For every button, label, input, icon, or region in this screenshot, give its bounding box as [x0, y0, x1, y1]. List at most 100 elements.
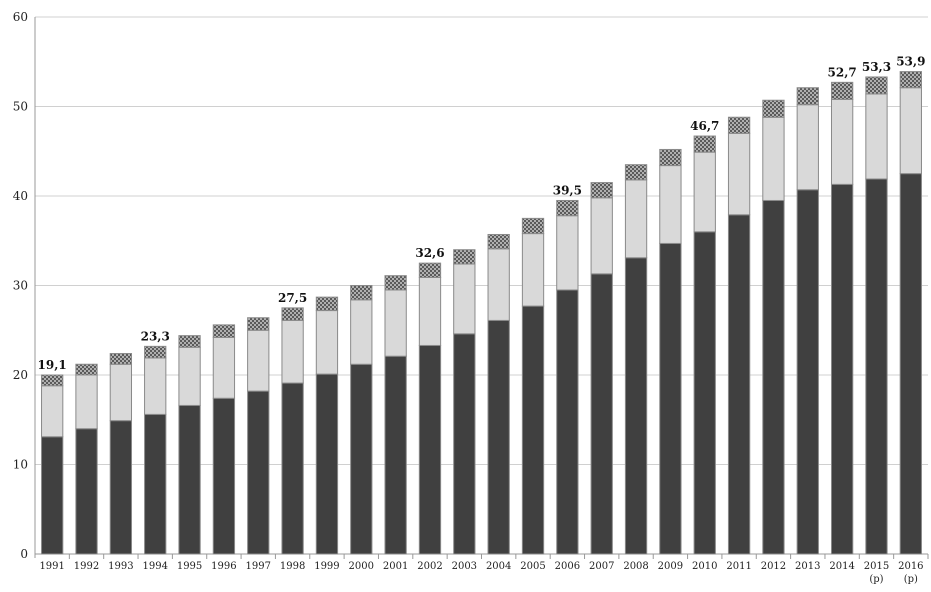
- bar-segment-1997-s2: [247, 329, 270, 392]
- data-label: 27,5: [278, 291, 307, 305]
- bar-segment-2007-s2: [590, 197, 613, 275]
- x-tick-label: 2013: [795, 561, 820, 572]
- bar-segment-2014-s3: [830, 81, 854, 100]
- bar-segment-1995-s2: [178, 346, 201, 406]
- bar-segment-2013-s1: [796, 189, 819, 555]
- data-label: 39,5: [553, 183, 582, 197]
- bar-segment-2002-s3: [418, 262, 442, 278]
- bar-segment-2010-s3: [693, 135, 716, 153]
- y-tick-label: 30: [13, 279, 28, 293]
- x-tick-label: 2006: [555, 561, 580, 572]
- x-tick-label: 2003: [452, 561, 477, 572]
- bar-segment-2016-s3: [899, 71, 922, 89]
- bar-segment-2005-s2: [521, 233, 545, 307]
- x-tick-label: 1996: [211, 561, 236, 572]
- x-tick-label: 2000: [349, 561, 374, 572]
- bar-segment-1997-s3: [247, 317, 270, 331]
- bar-segment-2003-s3: [453, 249, 476, 265]
- bar-segment-2002-s2: [418, 276, 442, 346]
- bar-segment-2010-s1: [693, 231, 716, 555]
- bar-segment-2012-s2: [762, 116, 785, 201]
- x-tick-label: 1993: [108, 561, 133, 572]
- bar-segment-2003-s1: [453, 333, 476, 555]
- bar-segment-1992-s1: [75, 428, 98, 555]
- data-label: 19,1: [38, 358, 67, 372]
- bar-segment-1995-s3: [178, 335, 201, 348]
- bar-segment-2006-s1: [556, 289, 579, 555]
- bar-segment-1996-s3: [212, 324, 236, 338]
- bar-segment-2006-s2: [556, 215, 579, 291]
- x-tick-label: 2002: [417, 561, 442, 572]
- bar-segment-1991-s3: [41, 374, 64, 387]
- x-tick-label: 2008: [623, 561, 648, 572]
- bar-segment-1999-s3: [315, 296, 339, 312]
- bar-segment-2016-s1: [899, 173, 922, 555]
- bar-segment-2004-s3: [487, 233, 510, 250]
- x-tick-label: 2007: [589, 561, 614, 572]
- bar-segment-2001-s2: [384, 289, 407, 357]
- bar-segment-2011-s3: [727, 116, 751, 134]
- x-tick-label: 1992: [74, 561, 99, 572]
- bar-segment-2000-s2: [350, 299, 373, 365]
- x-tick-label: 2010: [692, 561, 717, 572]
- bar-segment-1992-s3: [75, 363, 98, 376]
- x-tick-label: 2009: [658, 561, 683, 572]
- bar-segment-2014-s2: [830, 98, 854, 185]
- bar-segment-1992-s2: [75, 374, 98, 430]
- bar-segment-2007-s1: [590, 273, 613, 555]
- bars: [41, 71, 922, 555]
- x-tick-note: (p): [904, 574, 918, 585]
- bar-segment-1999-s1: [315, 373, 339, 555]
- bar-segment-2013-s3: [796, 87, 819, 106]
- x-tick-label: 1995: [177, 561, 202, 572]
- bar-segment-2009-s3: [659, 148, 682, 167]
- bar-segment-1994-s2: [144, 357, 167, 415]
- x-tick-label: 1997: [246, 561, 271, 572]
- y-tick-label: 0: [20, 547, 28, 561]
- x-tick-label: 2005: [520, 561, 545, 572]
- x-tick-label: 1998: [280, 561, 305, 572]
- x-tick-label: 2004: [486, 561, 511, 572]
- x-tick-label: 2012: [761, 561, 786, 572]
- bar-segment-2015-s2: [865, 93, 888, 180]
- data-label: 23,3: [141, 329, 170, 343]
- bar-segment-2008-s3: [624, 164, 648, 181]
- bar-segment-1998-s3: [281, 307, 304, 321]
- bar-segment-2015-s1: [865, 178, 888, 555]
- x-tick-label: 2011: [726, 561, 751, 572]
- bar-segment-2003-s2: [453, 263, 476, 335]
- bar-segment-1995-s1: [178, 404, 201, 555]
- bar-segment-2016-s2: [899, 87, 922, 175]
- bar-segment-2010-s2: [693, 151, 716, 233]
- bar-segment-2012-s1: [762, 199, 785, 555]
- x-tick-label: 2016: [898, 561, 923, 572]
- bar-segment-2000-s3: [350, 285, 373, 301]
- y-tick-label: 40: [13, 189, 28, 203]
- bar-segment-1998-s1: [281, 382, 304, 555]
- bar-segment-2008-s1: [624, 257, 648, 555]
- data-label: 32,6: [415, 246, 444, 260]
- x-tick-label: 1994: [142, 561, 167, 572]
- x-tick-label: 1999: [314, 561, 339, 572]
- bar-segment-1993-s2: [109, 363, 133, 422]
- y-tick-label: 60: [13, 10, 28, 24]
- bar-segment-1999-s2: [315, 310, 339, 375]
- bar-segment-2001-s3: [384, 275, 407, 291]
- x-tick-label: 2014: [829, 561, 854, 572]
- bar-segment-2005-s3: [521, 217, 545, 235]
- bar-segment-1993-s3: [109, 353, 133, 365]
- bar-segment-1996-s2: [212, 336, 236, 399]
- y-tick-label: 10: [13, 458, 28, 472]
- bar-segment-1994-s3: [144, 345, 167, 359]
- bar-segment-2002-s1: [418, 344, 442, 555]
- data-label: 52,7: [828, 65, 857, 79]
- y-tick-label: 20: [13, 368, 28, 382]
- x-tick-note: (p): [869, 574, 883, 585]
- x-tick-label: 2015: [864, 561, 889, 572]
- labels: 0 10 20 30 40 50 60 1991 19,1 1992 1993 1994 23,3 199…: [13, 10, 926, 585]
- bar-segment-2000-s1: [350, 363, 373, 555]
- bar-segment-2001-s1: [384, 355, 407, 555]
- data-label: 53,3: [862, 60, 891, 74]
- bar-segment-1991-s1: [41, 436, 64, 555]
